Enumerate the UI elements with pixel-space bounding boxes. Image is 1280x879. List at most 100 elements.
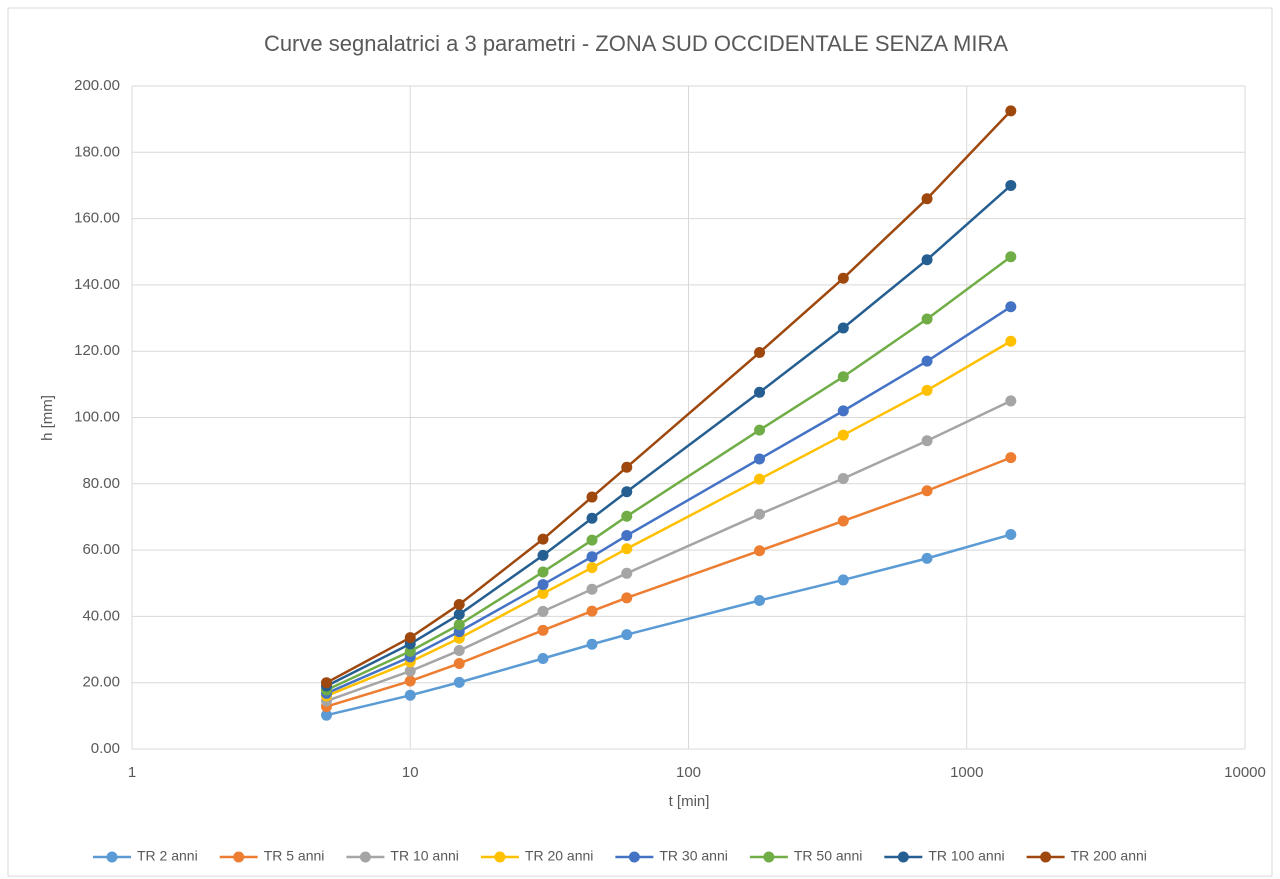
y-tick-label: 140.00 [74,276,120,293]
series-line [325,255,1012,692]
y-tick-label: 20.00 [82,674,120,691]
data-point [621,486,633,498]
legend-marker [628,851,640,863]
y-tick-label: 0.00 [91,740,120,757]
data-point [921,435,933,447]
series-line [325,305,1012,695]
data-point [1005,529,1017,541]
data-point [453,619,465,631]
data-point [537,588,549,600]
legend-marker [233,851,245,863]
data-point [837,272,849,284]
data-point [921,552,933,564]
data-point [621,530,633,542]
x-axis-label: t [min] [669,793,710,810]
data-point [453,676,465,688]
data-point [1005,335,1017,347]
chart-title: Curve segnalatrici a 3 parametri - ZONA … [264,31,1008,56]
data-point [921,355,933,367]
y-tick-label: 160.00 [74,210,120,227]
legend-marker [494,851,506,863]
data-point [586,562,598,574]
data-point [1005,251,1017,263]
data-point [537,653,549,665]
chart-frame [7,7,1273,877]
data-point [404,689,416,701]
legend-label: TR 100 anni [928,848,1004,864]
data-point [837,574,849,586]
data-point [453,608,465,620]
legend-label: TR 10 anni [390,848,458,864]
legend-label: TR 50 anni [794,848,862,864]
data-point [586,534,598,546]
legend-marker [106,851,118,863]
series-line [325,110,1012,684]
data-point [754,594,766,606]
data-point [621,629,633,641]
data-point [621,567,633,579]
data-point [921,193,933,205]
data-point [1005,301,1017,313]
data-point [754,386,766,398]
data-point [621,510,633,522]
legend-marker [763,851,775,863]
data-point [837,429,849,441]
x-tick-label: 1000 [950,764,983,781]
data-point [621,461,633,473]
data-point [921,485,933,497]
data-point [537,624,549,636]
data-point [586,512,598,524]
legend-label: TR 200 anni [1071,848,1147,864]
legend-marker [1040,851,1052,863]
data-point [621,592,633,604]
y-axis-label: h [mm] [39,395,56,441]
data-point [586,638,598,650]
data-point [921,254,933,266]
data-point [320,709,332,721]
data-point [837,472,849,484]
data-point [754,453,766,465]
data-point [1005,179,1017,191]
y-tick-label: 100.00 [74,408,120,425]
data-point [754,473,766,485]
data-point [453,645,465,657]
data-point [537,533,549,545]
y-tick-label: 200.00 [74,77,120,94]
data-point [754,424,766,436]
series-line [326,533,1012,717]
legend-marker [897,851,909,863]
data-point [404,632,416,644]
x-tick-label: 10000 [1224,764,1266,781]
data-point [1005,395,1017,407]
data-point [537,579,549,591]
y-tick-label: 120.00 [74,342,120,359]
series-line [326,399,1012,703]
data-point [921,313,933,325]
legend-label: TR 20 anni [525,848,593,864]
x-tick-label: 1 [128,764,136,781]
data-point [1005,452,1017,464]
data-point [586,551,598,563]
data-point [404,665,416,677]
data-point [537,566,549,578]
data-point [404,675,416,687]
legend-marker [359,851,371,863]
y-tick-label: 80.00 [82,475,120,492]
data-point [754,508,766,520]
data-point [453,657,465,669]
data-point [537,549,549,561]
data-point [586,583,598,595]
data-point [921,384,933,396]
data-point [837,322,849,334]
legend-label: TR 2 anni [137,848,198,864]
y-tick-label: 60.00 [82,541,120,558]
x-tick-label: 10 [402,764,419,781]
legend-label: TR 5 anni [264,848,325,864]
series-line [325,184,1012,688]
y-tick-label: 40.00 [82,607,120,624]
data-point [837,405,849,417]
data-point [837,371,849,383]
legend-label: TR 30 anni [659,848,727,864]
data-point [453,598,465,610]
